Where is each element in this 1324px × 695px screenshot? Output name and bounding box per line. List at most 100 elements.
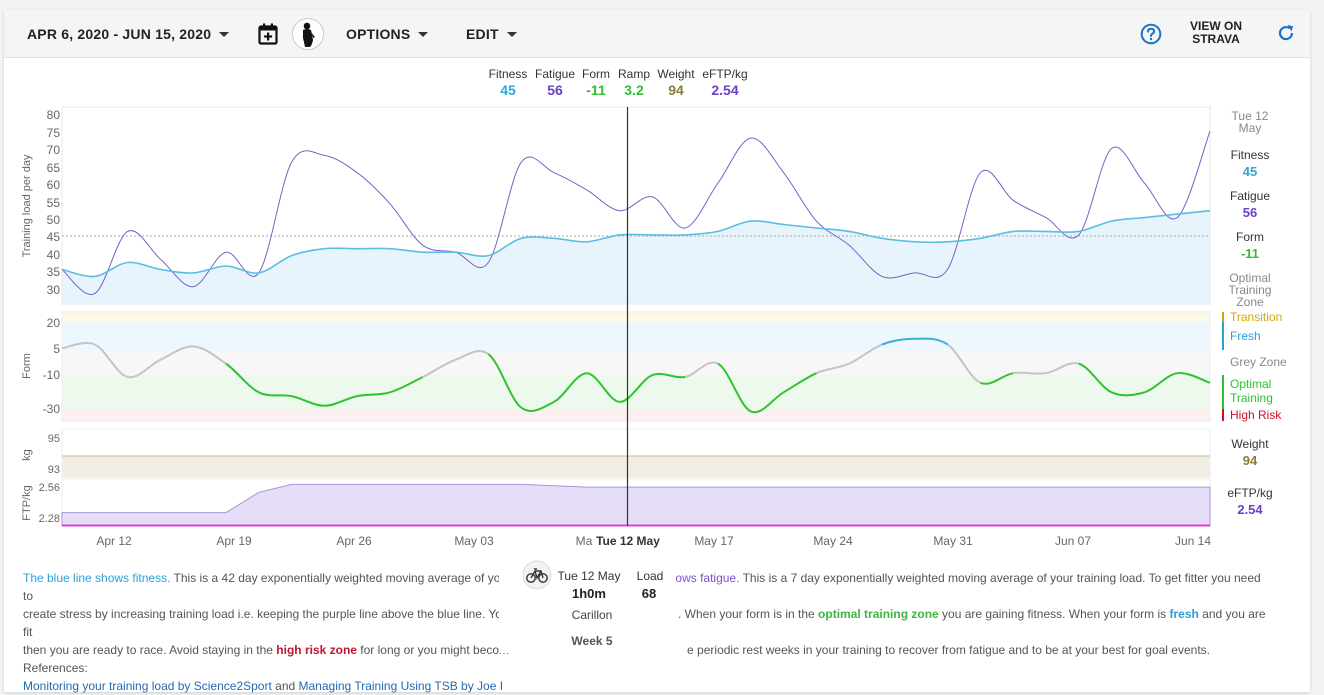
desc-text: . When your form is in the — [677, 607, 819, 621]
view-on-strava-button[interactable]: VIEW ON STRAVA — [1184, 20, 1248, 46]
desc-text: This is a 42 day exponentially weighted … — [170, 571, 501, 585]
activity-tooltip[interactable]: Tue 12 May 1h0m Load 68 Carillon Week 5 — [499, 553, 676, 653]
eftp-area-fill — [61, 483, 1211, 527]
fitness-chart[interactable]: Training load per day Form kg FTP/kg 80 … — [4, 10, 1310, 550]
chevron-down-icon — [418, 31, 429, 37]
rp-date-line1: Tue 12 — [1232, 109, 1269, 123]
legend-transition: Transition — [1230, 310, 1282, 324]
stat-eftp: eFTP/kg 2.54 — [699, 67, 751, 98]
stat-value: 3.2 — [624, 82, 644, 98]
chevron-down-icon — [219, 31, 230, 37]
transition-marker — [1222, 312, 1224, 322]
y-tick: 75 — [47, 126, 61, 140]
tooltip-activity-name: Carillon — [572, 608, 613, 622]
stat-label: Weight — [657, 67, 695, 81]
cursor-date-label: Tue 12 May — [596, 534, 660, 548]
edit-menu[interactable]: EDIT — [466, 10, 517, 58]
options-menu[interactable]: OPTIONS — [346, 10, 429, 58]
stat-label: Form — [582, 67, 610, 81]
form-line-segment — [652, 372, 686, 379]
tooltip-load-value: 68 — [642, 586, 656, 601]
y-tick: 45 — [47, 230, 61, 244]
add-to-calendar-button[interactable] — [258, 23, 278, 50]
y-tick: 35 — [47, 265, 61, 279]
desc-text: you are gaining fitness. When your form … — [938, 607, 1170, 621]
link-joe-friel[interactable]: Managing Training Using TSB by Joe I — [298, 679, 504, 693]
stat-label: Ramp — [617, 67, 650, 81]
form-line-segment — [455, 350, 489, 361]
form-line-segment — [324, 395, 358, 407]
x-tick: Jun 14 — [1175, 534, 1211, 548]
stat-value: 56 — [547, 82, 563, 98]
form-line-segment — [487, 353, 522, 409]
transition-zone — [62, 312, 1210, 322]
description-text: The blue line shows fitness. This is a 4… — [23, 569, 1273, 695]
form-line-segment — [553, 372, 588, 403]
form-line-segment — [946, 343, 981, 384]
x-tick: May 17 — [694, 534, 734, 548]
form-line-segment — [357, 391, 391, 398]
chevron-down-icon — [506, 31, 517, 37]
rp-zone-line1: Optimal — [1229, 271, 1270, 285]
y-tick: 2.56 — [39, 482, 60, 494]
desc-text: for long or you might becom — [356, 643, 510, 657]
desc-line-3: then you are ready to race. Avoid stayin… — [23, 641, 1273, 677]
refresh-button[interactable] — [1276, 23, 1296, 48]
stat-label: Fitness — [488, 67, 528, 81]
y-tick: 20 — [47, 316, 61, 330]
legend-high-risk: High Risk — [1230, 408, 1282, 422]
y-tick: 60 — [47, 178, 61, 192]
legend-grey-zone: Grey Zone — [1230, 355, 1287, 369]
form-line-segment — [750, 391, 785, 414]
form-line — [61, 337, 1211, 414]
tooltip-load-label: Load — [637, 569, 664, 583]
x-tick: May 24 — [813, 534, 853, 548]
form-line-segment — [159, 345, 194, 361]
form-line-segment — [193, 345, 227, 365]
y-tick: -30 — [43, 402, 61, 416]
y-tick: 80 — [47, 108, 61, 122]
form-panel-frame — [61, 311, 1211, 422]
rp-eftp-value: 2.54 — [1237, 502, 1263, 517]
desc-high-risk: high risk zone — [276, 643, 357, 657]
desc-line-2: create stress by increasing training loa… — [23, 605, 1273, 641]
help-button[interactable] — [1140, 23, 1162, 50]
rp-fitness-label: Fitness — [1231, 148, 1270, 162]
options-label: OPTIONS — [346, 26, 411, 42]
y-tick: 2.28 — [39, 513, 60, 525]
strava-label-line1: VIEW ON — [1189, 19, 1242, 33]
date-range-selector[interactable]: APR 6, 2020 - JUN 15, 2020 — [27, 10, 230, 58]
tooltip-date: Tue 12 May — [558, 569, 621, 583]
stat-value: 94 — [668, 82, 684, 98]
form-line-segment — [291, 395, 325, 407]
x-tick: Apr 26 — [336, 534, 372, 548]
high-risk-zone — [62, 409, 1210, 421]
form-line-segment — [684, 361, 719, 379]
link-science2sport[interactable]: Monitoring your training load by Science… — [23, 679, 272, 693]
desc-line-1: The blue line shows fitness. This is a 4… — [23, 569, 1273, 605]
stat-value: 45 — [500, 82, 516, 98]
form-line-segment — [127, 358, 161, 379]
legend-fresh: Fresh — [1230, 329, 1261, 343]
eftp-y-ticks: 2.56 2.28 — [39, 482, 60, 525]
tooltip-content: Tue 12 May 1h0m Load 68 Carillon Week 5 — [522, 560, 664, 648]
eftp-axis-title: FTP/kg — [21, 485, 33, 520]
form-line-segment — [815, 362, 850, 375]
y-tick: 93 — [48, 464, 60, 476]
athlete-avatar[interactable] — [292, 18, 324, 55]
desc-text: then you are ready to race. Avoid stayin… — [23, 643, 277, 657]
y-tick: 30 — [47, 283, 61, 297]
form-line-segment — [1045, 362, 1080, 375]
form-zones — [61, 311, 1211, 422]
form-line-segment — [619, 374, 653, 403]
refresh-icon — [1278, 25, 1294, 41]
optimal-zone — [62, 375, 1210, 409]
desc-blue: The blue line shows fitness. — [23, 571, 171, 585]
stat-fatigue: Fatigue 56 — [532, 67, 578, 98]
legend-optimal-1: Optimal — [1230, 377, 1271, 391]
desc-text: This is a 7 day exponentially weighted m… — [23, 571, 1261, 603]
rp-fatigue-label: Fatigue — [1230, 189, 1270, 203]
form-line-segment — [389, 376, 424, 394]
weight-y-ticks: 95 93 — [48, 433, 60, 476]
toolbar: APR 6, 2020 - JUN 15, 2020 OPTIONS — [4, 10, 1310, 58]
